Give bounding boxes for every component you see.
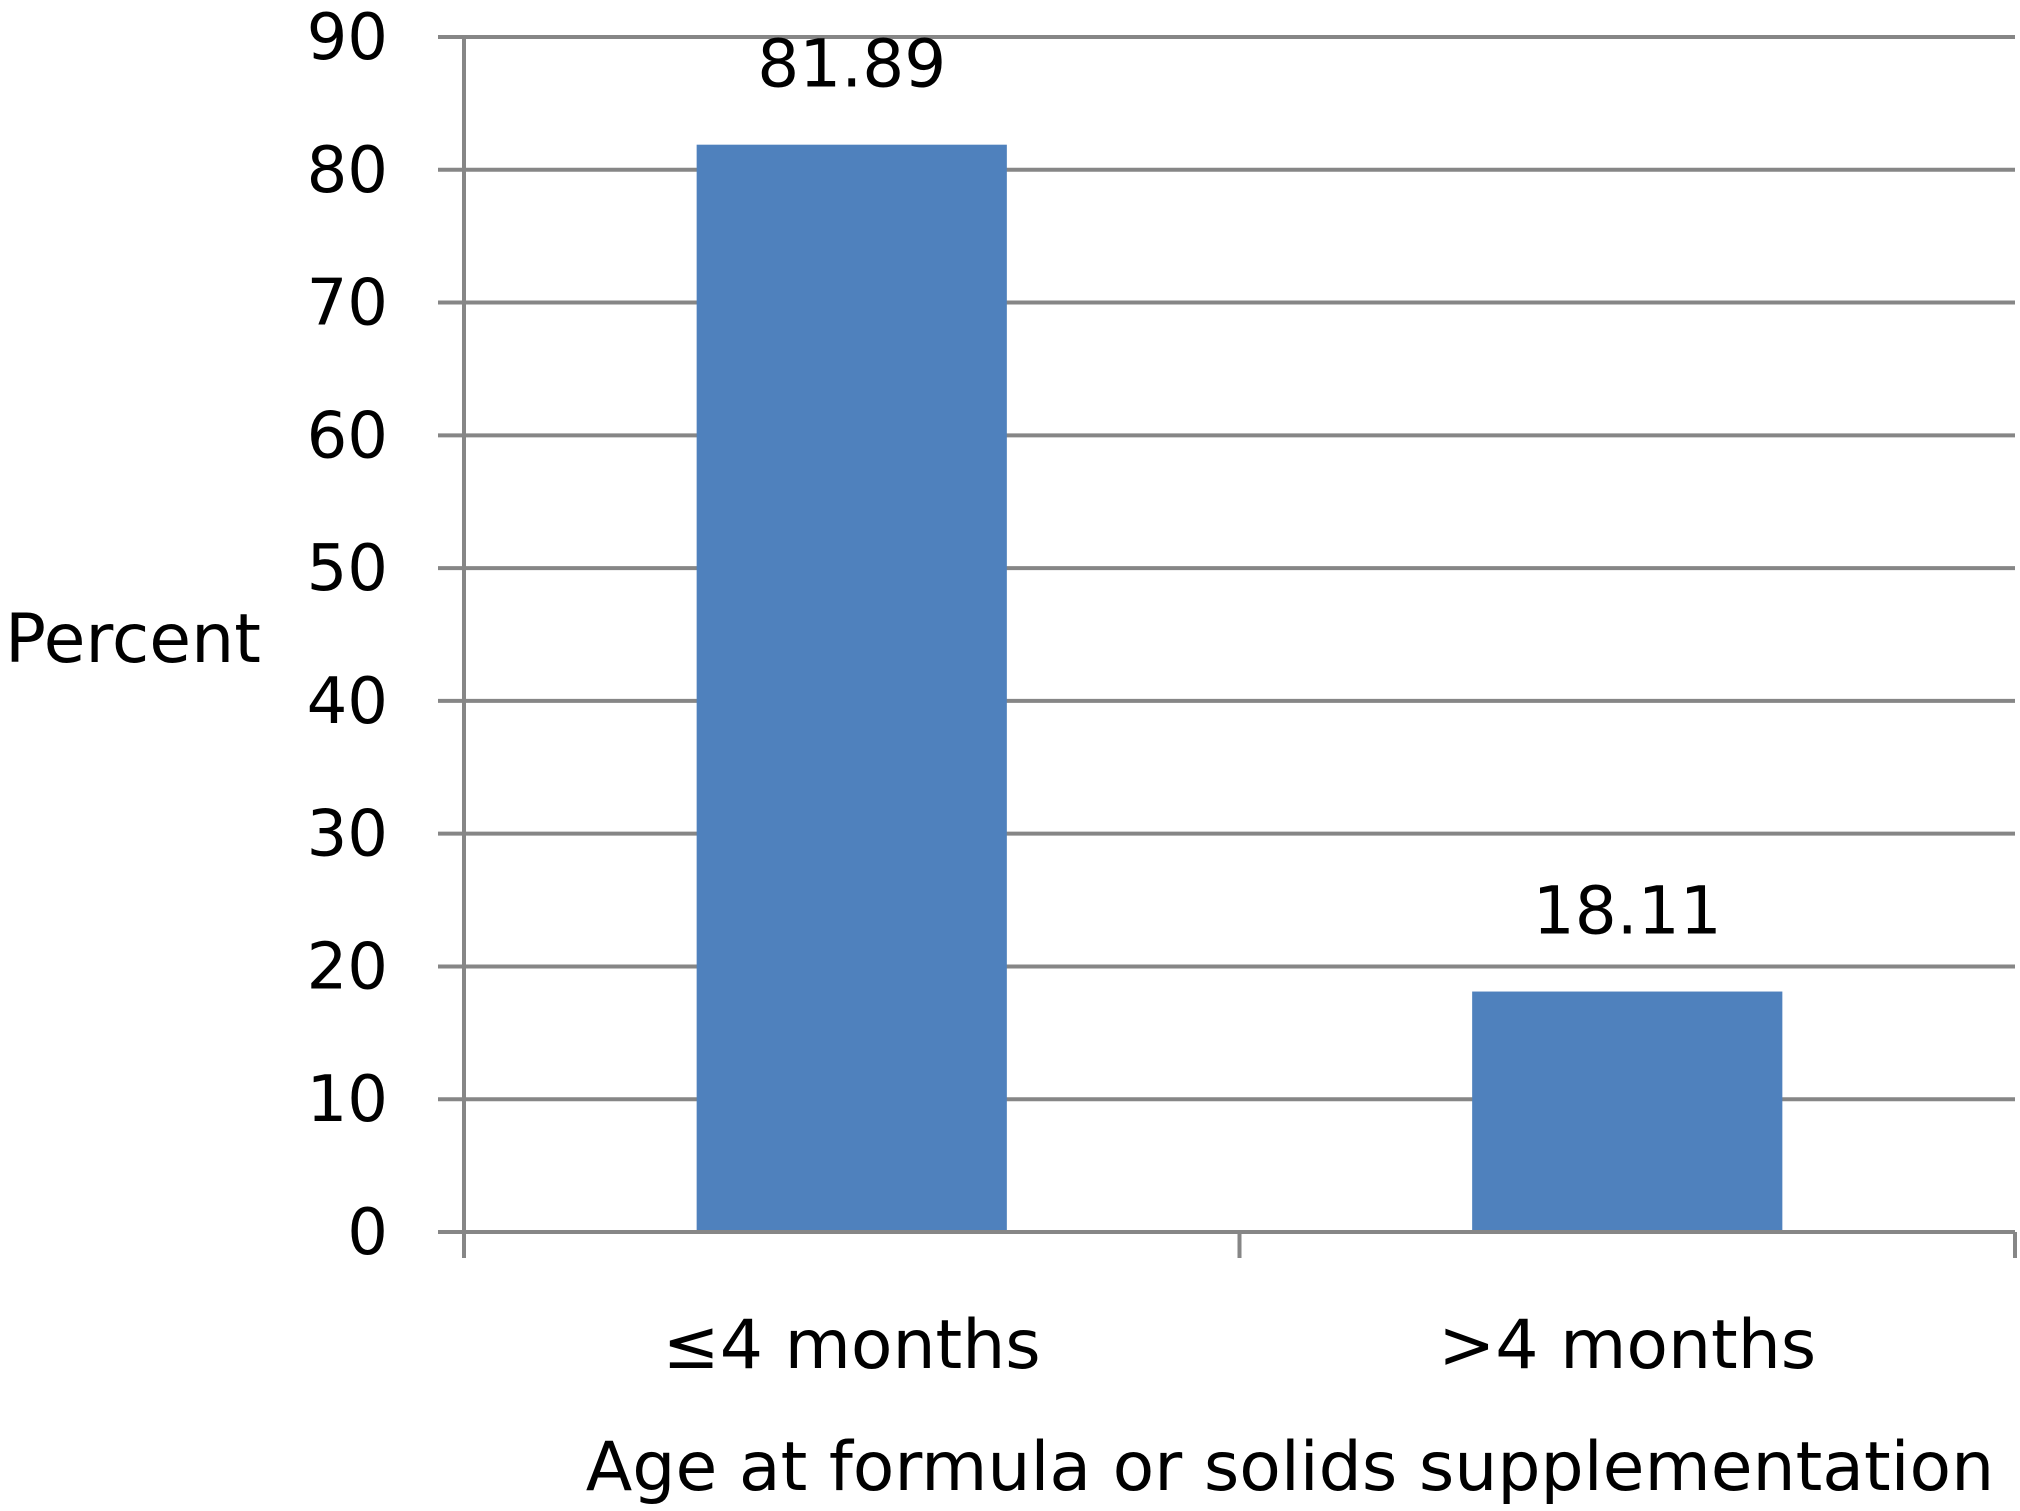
bar	[1472, 991, 1783, 1232]
x-axis-title: Age at formula or solids supplementation	[586, 1428, 1994, 1507]
x-tick-label: ≤4 months	[663, 1306, 1041, 1385]
data-label: 18.11	[1533, 873, 1722, 950]
y-tick-label: 0	[347, 1196, 388, 1270]
y-tick-label: 40	[307, 665, 388, 739]
bar	[696, 144, 1007, 1233]
y-tick-label: 60	[307, 399, 388, 473]
y-tick-label: 20	[307, 930, 388, 1004]
axes	[438, 35, 2017, 1258]
y-axis-title: Percent	[5, 600, 261, 679]
y-tick-label: 30	[307, 798, 388, 872]
x-tick-label: >4 months	[1438, 1306, 1816, 1385]
y-tick-label: 90	[307, 1, 388, 75]
y-tick-label: 70	[307, 267, 388, 341]
y-tick-label: 80	[307, 134, 388, 208]
bars	[696, 144, 1783, 1233]
labels: 0 10 20 30 40 50 60 70 80 90 81.89 ≤4 months 18.11 >4…	[307, 1, 1817, 1385]
data-label: 81.89	[757, 26, 946, 103]
y-tick-label: 50	[307, 532, 388, 606]
y-tick-label: 10	[307, 1063, 388, 1137]
